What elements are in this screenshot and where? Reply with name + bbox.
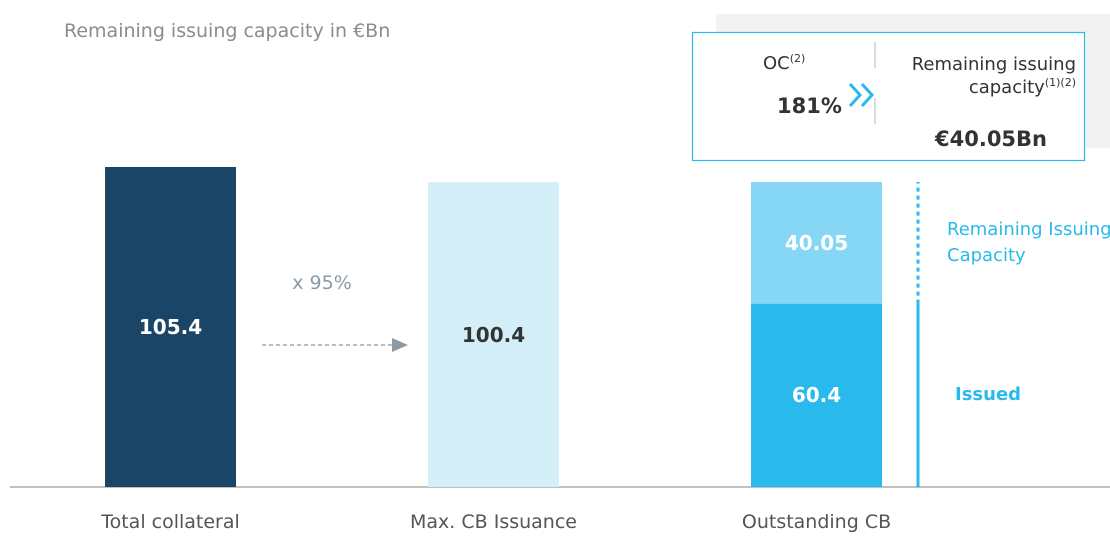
- x-tick-label: Max. CB Issuance: [410, 511, 577, 533]
- bar-segment: [751, 182, 882, 304]
- subtitle: Remaining issuing capacity in €Bn: [64, 20, 391, 42]
- value-label: 105.4: [138, 315, 203, 339]
- value-label: 40.05: [784, 230, 849, 255]
- ratio-arrow-head: [392, 338, 408, 352]
- legend-label: Issued: [955, 384, 1022, 406]
- kpi-box: [691, 31, 1086, 162]
- bar: [105, 167, 236, 487]
- oc-note: (2): [789, 52, 806, 65]
- legend-label: Remaining Issuing Capacity: [947, 218, 1110, 266]
- chevron: [860, 82, 875, 108]
- capacity-value: €40.05Bn: [935, 127, 1047, 151]
- x-tick-label: Outstanding CB: [741, 511, 892, 533]
- value-label: 60.4: [791, 383, 842, 408]
- ratio-label: x 95%: [292, 272, 352, 294]
- value-label: 100.4: [461, 322, 526, 347]
- chevron: [848, 82, 863, 108]
- bar: [428, 182, 559, 487]
- capacity-note: (1)(2): [1044, 76, 1076, 90]
- bar-segment: [751, 303, 882, 487]
- capacity-text: Remaining issuing capacity: [911, 54, 1076, 99]
- oc-text: OC: [763, 53, 790, 74]
- capacity-label: Remaining issuing capacity(1)(2): [898, 53, 1076, 100]
- oc-label: OC(2): [763, 53, 805, 73]
- x-tick-label: Total collateral: [101, 511, 240, 533]
- oc-value: 181%: [777, 94, 842, 118]
